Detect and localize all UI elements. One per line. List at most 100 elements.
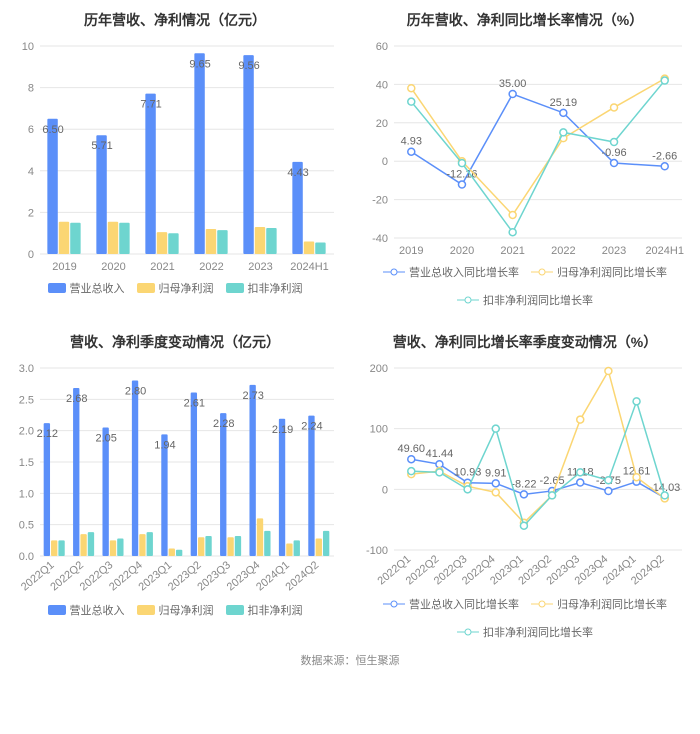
- legend-label: 扣非净利润同比增长率: [483, 624, 593, 640]
- chart-area-br: -10001002002022Q12022Q22022Q32022Q42023Q…: [358, 360, 692, 592]
- chart-title-br: 营收、净利同比增长率季度变动情况（%）: [358, 332, 692, 352]
- legend-item: 归母净利润同比增长率: [531, 596, 667, 612]
- svg-text:6.50: 6.50: [42, 124, 63, 136]
- svg-text:6: 6: [28, 124, 34, 136]
- svg-text:-2.65: -2.65: [540, 475, 565, 487]
- legend-label: 归母净利润同比增长率: [557, 264, 667, 280]
- svg-text:2.24: 2.24: [301, 421, 322, 433]
- legend-item: 营业总收入: [48, 602, 125, 618]
- svg-text:2023: 2023: [602, 245, 626, 257]
- legend-swatch-icon: [383, 267, 405, 277]
- legend-tl: 营业总收入 归母净利润 扣非净利润: [8, 280, 342, 296]
- legend-item: 归母净利润: [137, 280, 214, 296]
- legend-label: 营业总收入同比增长率: [409, 596, 519, 612]
- svg-text:0: 0: [28, 249, 34, 261]
- svg-text:9.56: 9.56: [238, 60, 259, 72]
- legend-swatch-icon: [457, 295, 479, 305]
- legend-label: 归母净利润: [159, 280, 214, 296]
- legend-item: 扣非净利润: [226, 280, 303, 296]
- svg-text:5.71: 5.71: [91, 140, 112, 152]
- svg-text:0.5: 0.5: [19, 520, 34, 532]
- chart-area-bl: 0.00.51.01.52.02.53.02022Q12.122022Q22.6…: [8, 360, 342, 598]
- svg-text:41.44: 41.44: [426, 448, 454, 460]
- svg-text:35.00: 35.00: [499, 78, 527, 90]
- legend-swatch-icon: [383, 599, 405, 609]
- svg-text:4: 4: [28, 166, 34, 178]
- svg-text:2: 2: [28, 207, 34, 219]
- svg-text:2019: 2019: [399, 245, 423, 257]
- svg-text:-8.22: -8.22: [511, 478, 536, 490]
- svg-text:1.0: 1.0: [19, 488, 34, 500]
- legend-tr: 营业总收入同比增长率 归母净利润同比增长率扣非净利润同比增长率: [358, 264, 692, 308]
- chart-area-tl: 024681020196.5020205.7120217.7120229.652…: [8, 38, 342, 276]
- svg-text:0: 0: [382, 156, 388, 168]
- legend-swatch-icon: [137, 283, 155, 293]
- data-source-footer: 数据来源：恒生聚源: [0, 644, 700, 680]
- svg-text:20: 20: [376, 118, 388, 130]
- legend-label: 营业总收入: [70, 280, 125, 296]
- legend-br: 营业总收入同比增长率 归母净利润同比增长率扣非净利润同比增长率: [358, 596, 692, 640]
- svg-text:3.0: 3.0: [19, 363, 34, 375]
- svg-text:0: 0: [382, 484, 388, 496]
- svg-text:2023: 2023: [248, 261, 272, 273]
- svg-text:-100: -100: [366, 545, 388, 557]
- svg-text:4.93: 4.93: [401, 136, 422, 148]
- legend-swatch-icon: [457, 627, 479, 637]
- svg-text:1.5: 1.5: [19, 457, 34, 469]
- svg-text:9.65: 9.65: [189, 58, 210, 70]
- chart-title-tl: 历年营收、净利情况（亿元）: [8, 10, 342, 30]
- svg-text:2022: 2022: [199, 261, 223, 273]
- svg-text:4.43: 4.43: [287, 167, 308, 179]
- chart-grid: 历年营收、净利情况（亿元） 024681020196.5020205.71202…: [0, 0, 700, 644]
- legend-item: 营业总收入: [48, 280, 125, 296]
- legend-label: 扣非净利润同比增长率: [483, 292, 593, 308]
- svg-text:2.0: 2.0: [19, 426, 34, 438]
- legend-item: 扣非净利润同比增长率: [457, 292, 593, 308]
- legend-swatch-icon: [531, 599, 553, 609]
- svg-text:-20: -20: [372, 195, 388, 207]
- svg-text:-2.66: -2.66: [652, 150, 677, 162]
- svg-text:1.94: 1.94: [154, 439, 175, 451]
- panel-tl: 历年营收、净利情况（亿元） 024681020196.5020205.71202…: [0, 0, 350, 322]
- chart-area-tr: -40-200204060201920202021202220232024H14…: [358, 38, 692, 260]
- svg-text:2.05: 2.05: [95, 433, 116, 445]
- svg-text:2.28: 2.28: [213, 418, 234, 430]
- legend-item: 营业总收入同比增长率: [383, 264, 519, 280]
- svg-text:2021: 2021: [500, 245, 524, 257]
- svg-text:40: 40: [376, 79, 388, 91]
- svg-text:8: 8: [28, 83, 34, 95]
- legend-label: 营业总收入: [70, 602, 125, 618]
- svg-text:-0.96: -0.96: [601, 147, 626, 159]
- svg-text:2024H1: 2024H1: [290, 261, 329, 273]
- svg-text:2.80: 2.80: [125, 386, 146, 398]
- legend-item: 归母净利润同比增长率: [531, 264, 667, 280]
- svg-text:2.19: 2.19: [272, 424, 293, 436]
- legend-swatch-icon: [48, 283, 66, 293]
- svg-text:2.12: 2.12: [37, 428, 58, 440]
- svg-text:-40: -40: [372, 233, 388, 245]
- svg-text:100: 100: [370, 424, 388, 436]
- svg-text:49.60: 49.60: [398, 443, 426, 455]
- legend-swatch-icon: [226, 605, 244, 615]
- legend-label: 营业总收入同比增长率: [409, 264, 519, 280]
- legend-label: 扣非净利润: [248, 280, 303, 296]
- svg-text:10: 10: [22, 41, 34, 53]
- svg-text:2.68: 2.68: [66, 393, 87, 405]
- legend-item: 营业总收入同比增长率: [383, 596, 519, 612]
- panel-br: 营收、净利同比增长率季度变动情况（%） -10001002002022Q1202…: [350, 322, 700, 644]
- legend-label: 归母净利润同比增长率: [557, 596, 667, 612]
- legend-swatch-icon: [137, 605, 155, 615]
- svg-text:2.61: 2.61: [184, 397, 205, 409]
- svg-text:2022: 2022: [551, 245, 575, 257]
- legend-bl: 营业总收入归母净利润扣非净利润: [8, 602, 342, 618]
- svg-text:2020: 2020: [450, 245, 474, 257]
- svg-text:2021: 2021: [150, 261, 174, 273]
- svg-text:60: 60: [376, 41, 388, 53]
- svg-text:9.91: 9.91: [485, 467, 506, 479]
- legend-item: 扣非净利润: [226, 602, 303, 618]
- legend-swatch-icon: [226, 283, 244, 293]
- panel-bl: 营收、净利季度变动情况（亿元） 0.00.51.01.52.02.53.0202…: [0, 322, 350, 644]
- legend-item: 扣非净利润同比增长率: [457, 624, 593, 640]
- svg-text:200: 200: [370, 363, 388, 375]
- chart-title-tr: 历年营收、净利同比增长率情况（%）: [358, 10, 692, 30]
